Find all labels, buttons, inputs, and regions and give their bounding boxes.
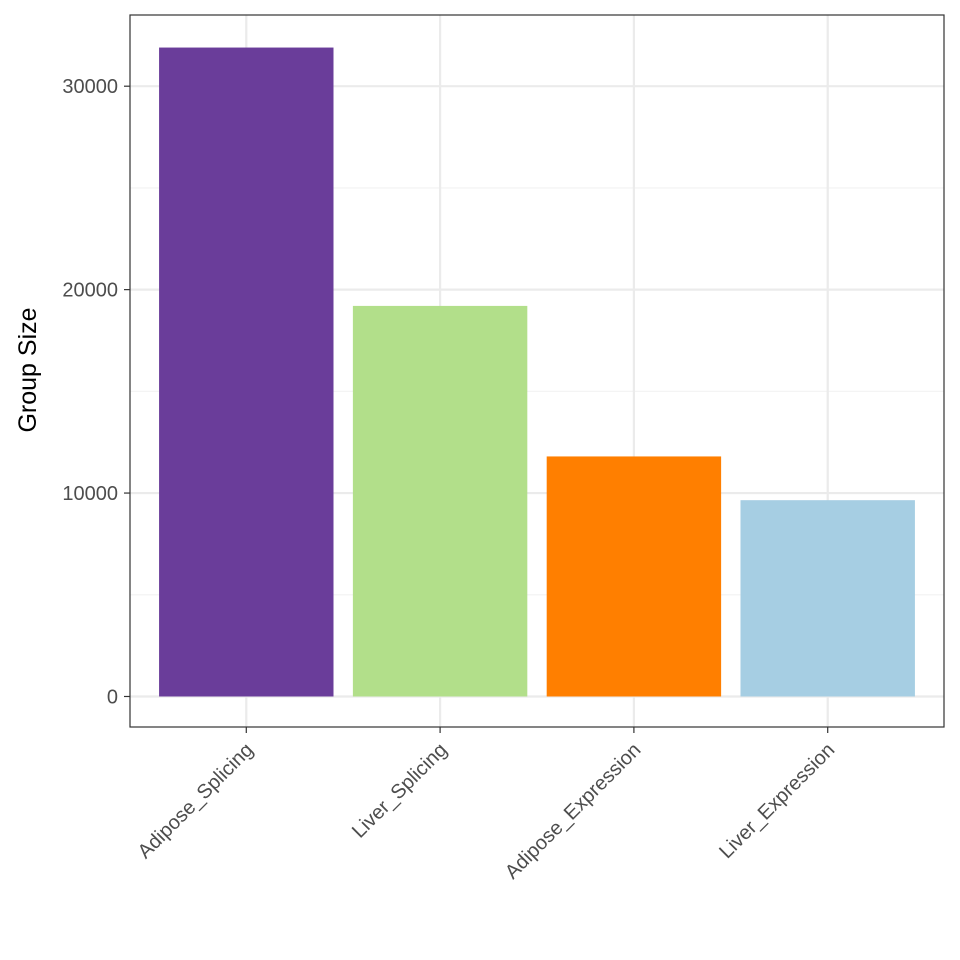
x-axis-tick-labels: Adipose_Splicing Liver_Splicing Adipose_Ex… xyxy=(134,739,839,883)
y-axis-title: Group Size xyxy=(14,307,42,432)
y-tick-label: 0 xyxy=(107,686,118,708)
x-tick-label: Adipose_Expression xyxy=(501,739,645,883)
axis-ticks xyxy=(124,85,829,733)
x-tick-label: Liver_Splicing xyxy=(348,739,452,843)
x-tick-label: Liver_Expression xyxy=(715,739,839,863)
x-tick-label: Adipose_Splicing xyxy=(134,739,258,863)
y-axis-tick-labels: 0 10000 20000 30000 xyxy=(62,76,118,708)
bar-liver-expression xyxy=(740,500,915,697)
bar-adipose-expression xyxy=(546,456,722,697)
y-tick-label: 30000 xyxy=(62,76,118,98)
bars xyxy=(159,47,915,697)
y-tick-label: 20000 xyxy=(62,280,118,302)
panel-border xyxy=(129,14,945,728)
bar-liver-splicing xyxy=(352,305,528,697)
bar-adipose-splicing xyxy=(159,47,334,697)
y-tick-label: 10000 xyxy=(62,483,118,505)
